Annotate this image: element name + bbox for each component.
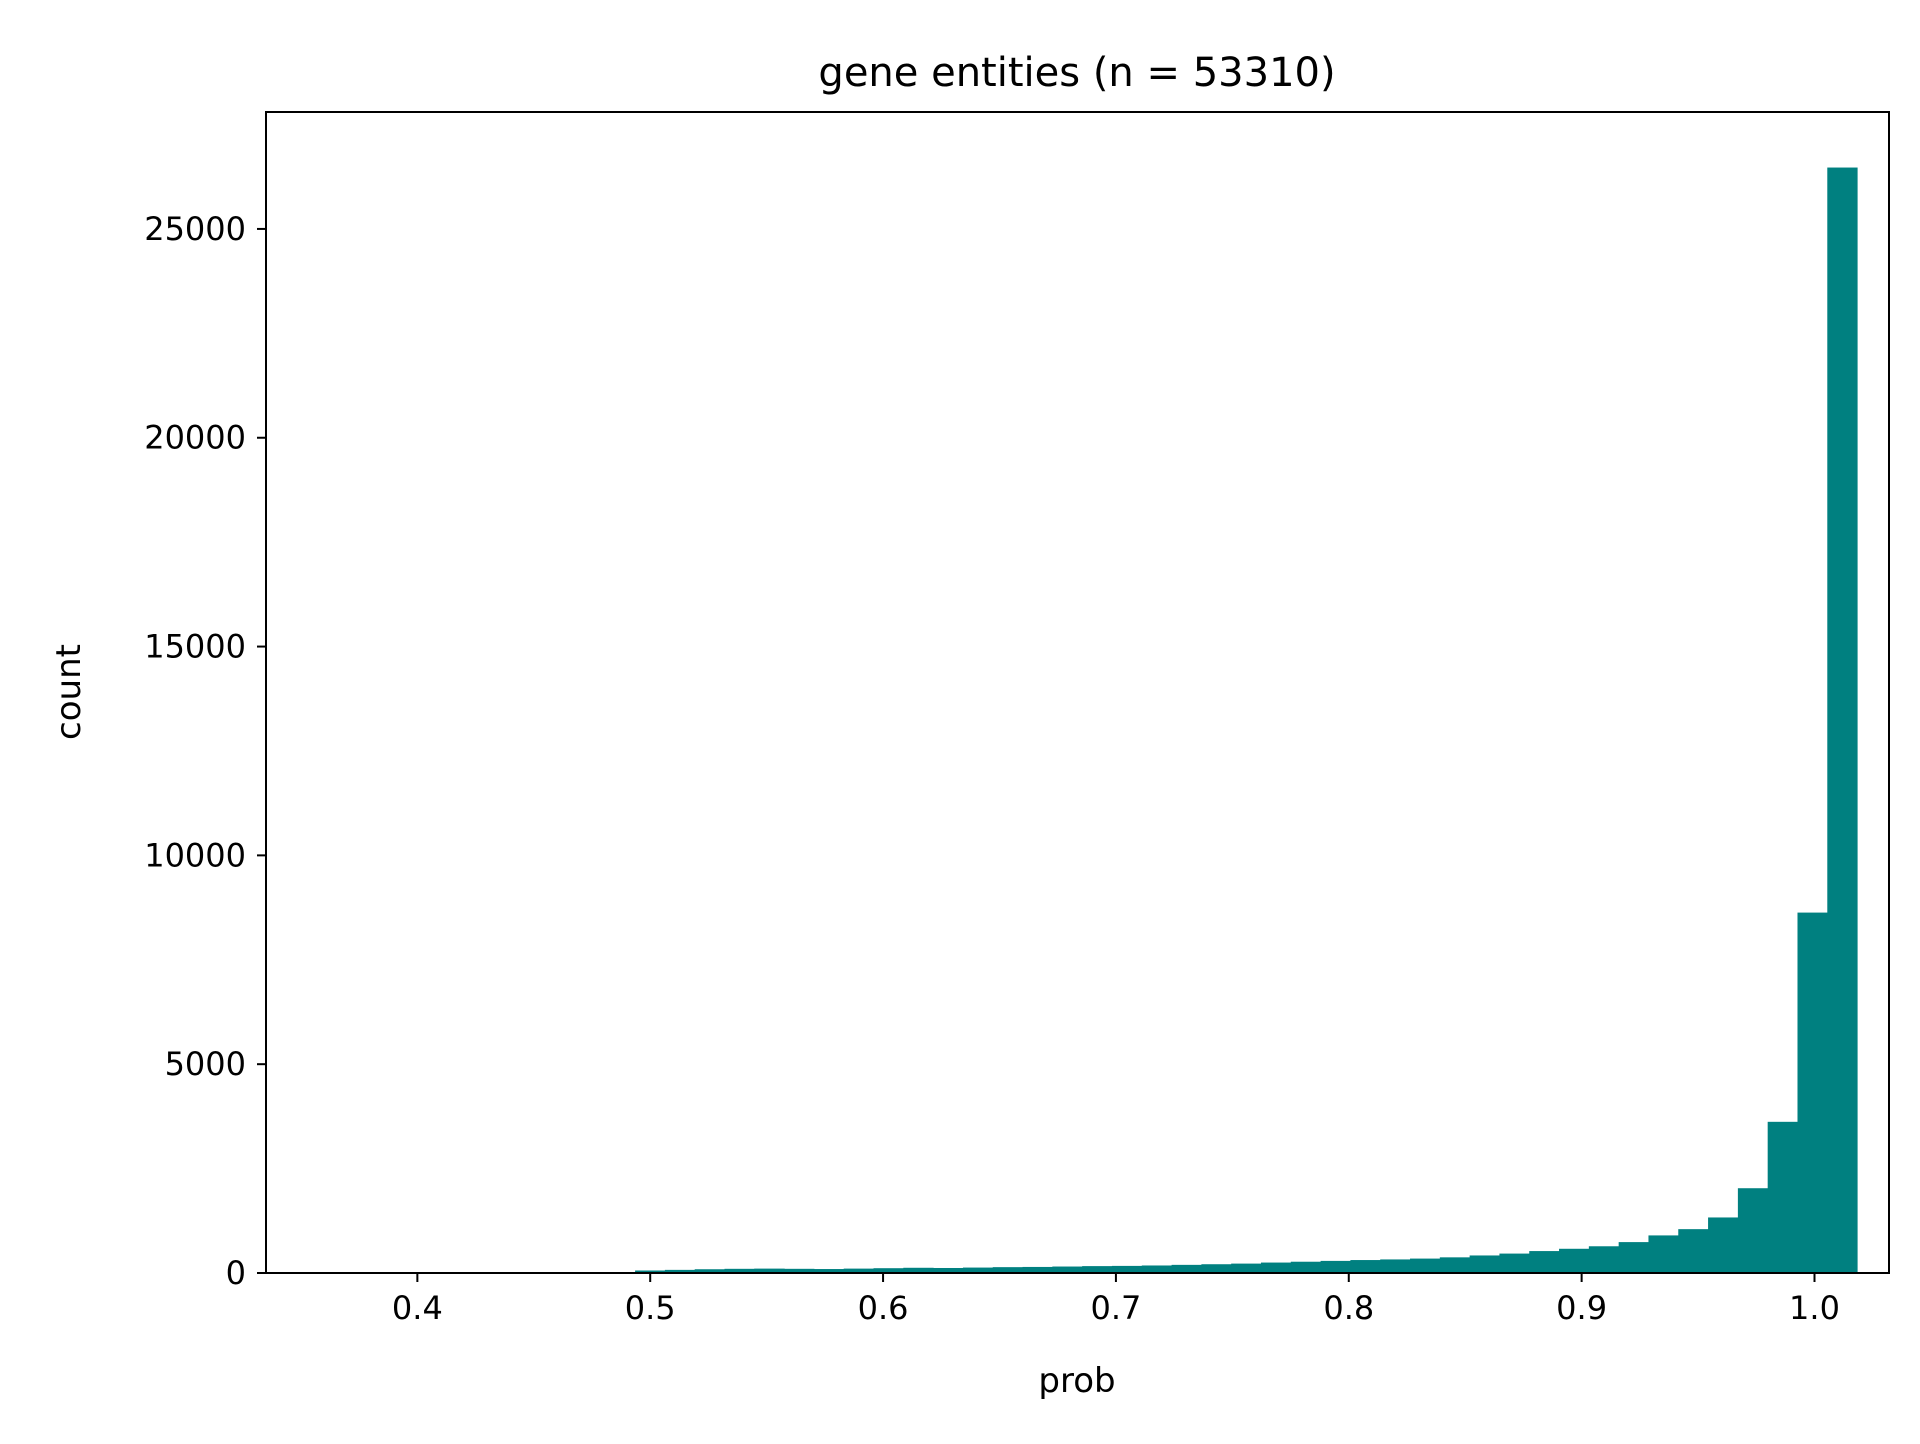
histogram-bar: [992, 1267, 1024, 1273]
y-tick-label: 10000: [144, 836, 246, 874]
histogram-bar: [1022, 1266, 1053, 1273]
histogram-bar: [1618, 1242, 1649, 1273]
histogram-bar: [843, 1268, 875, 1273]
histogram-bar: [1708, 1217, 1739, 1273]
histogram-bar: [635, 1270, 666, 1273]
histogram-bar: [933, 1267, 964, 1273]
histogram-bar: [1469, 1255, 1500, 1273]
y-tick-label: 20000: [144, 419, 246, 457]
y-axis-label: count: [49, 644, 89, 740]
x-tick-label: 0.8: [1323, 1289, 1374, 1327]
histogram-bar: [1767, 1121, 1798, 1273]
histogram-bar: [1141, 1265, 1173, 1273]
histogram-bar: [962, 1267, 994, 1273]
histogram-bar: [1588, 1246, 1620, 1273]
histogram-bar: [694, 1269, 725, 1273]
histogram-bar: [813, 1269, 845, 1273]
histogram-bar: [1290, 1261, 1322, 1273]
histogram-bar: [1797, 912, 1828, 1273]
histogram-bar: [784, 1268, 815, 1273]
histogram-bar: [1350, 1260, 1381, 1273]
histogram-bar: [724, 1268, 755, 1273]
plot-frame: [265, 111, 1890, 1274]
histogram-bar: [1737, 1188, 1769, 1273]
histogram-bar: [754, 1268, 785, 1273]
x-tick-label: 0.7: [1090, 1289, 1141, 1327]
histogram-bar: [1380, 1259, 1411, 1273]
histogram-bar: [1499, 1253, 1530, 1273]
x-axis-ticks: 0.4 0.5 0.6 0.7 0.8 0.9 1.0: [392, 1273, 1840, 1327]
histogram-bar: [1678, 1229, 1709, 1273]
y-tick-label: 15000: [144, 628, 246, 666]
histogram-bar: [1320, 1260, 1351, 1273]
y-tick-label: 25000: [144, 210, 246, 248]
histogram-bar: [1111, 1265, 1143, 1273]
histogram-bar: [1260, 1262, 1292, 1273]
histogram-bar: [1201, 1264, 1232, 1273]
histogram-bar: [664, 1269, 696, 1273]
histogram-bar: [1559, 1248, 1590, 1273]
x-tick-label: 0.9: [1556, 1289, 1607, 1327]
histogram-bar: [1052, 1266, 1083, 1273]
histogram-bar: [1648, 1235, 1679, 1273]
histogram-bar: [1231, 1263, 1262, 1273]
y-tick-label: 0: [226, 1254, 246, 1292]
histogram-bar: [1171, 1264, 1202, 1273]
histogram-bar: [1082, 1266, 1113, 1273]
histogram-bar: [1827, 167, 1858, 1273]
y-tick-label: 5000: [165, 1045, 246, 1083]
x-tick-label: 1.0: [1789, 1289, 1840, 1327]
histogram-bar: [903, 1267, 934, 1273]
x-axis-label: prob: [1038, 1361, 1115, 1401]
histogram-bar: [1439, 1257, 1471, 1273]
x-tick-label: 0.4: [392, 1289, 443, 1327]
bars-group: [635, 167, 1858, 1273]
histogram-bar: [1529, 1251, 1560, 1273]
x-tick-label: 0.6: [858, 1289, 909, 1327]
y-axis-ticks: 0 5000 10000 15000 20000 25000: [144, 210, 266, 1292]
histogram-bar: [873, 1268, 904, 1273]
x-tick-label: 0.5: [625, 1289, 676, 1327]
histogram-bar: [1410, 1258, 1441, 1273]
chart-title: gene entities (n = 53310): [818, 50, 1335, 96]
